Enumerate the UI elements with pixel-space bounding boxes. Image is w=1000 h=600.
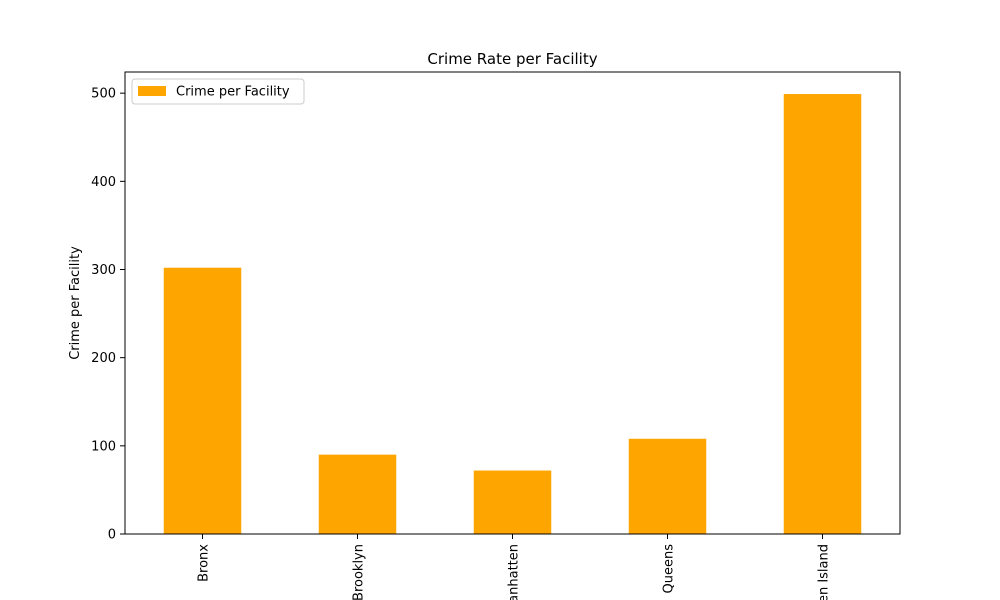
bar-brooklyn bbox=[318, 454, 397, 534]
x-axis-ticks: Bronx Brooklyn Manhatten Queens Staten Islan… bbox=[197, 534, 832, 600]
y-axis-ticks: 0 100 200 300 400 500 bbox=[91, 87, 125, 543]
y-tick-label: 100 bbox=[91, 439, 116, 454]
y-tick-label: 200 bbox=[91, 351, 116, 366]
y-tick-label: 0 bbox=[108, 528, 116, 543]
plot-area-frame bbox=[124, 71, 901, 535]
y-tick-label: 500 bbox=[91, 87, 116, 102]
y-tick-label: 400 bbox=[91, 175, 116, 190]
bar-bronx bbox=[163, 267, 242, 534]
x-tick-label: Brooklyn bbox=[352, 544, 367, 600]
bar-manhatten bbox=[473, 470, 552, 534]
bars-group bbox=[163, 94, 862, 534]
legend-swatch bbox=[138, 86, 166, 96]
legend: Crime per Facility bbox=[131, 78, 305, 105]
bar-queens bbox=[628, 438, 707, 534]
x-tick-label: Bronx bbox=[197, 544, 212, 582]
bar-staten-island bbox=[783, 94, 862, 534]
y-tick-label: 300 bbox=[91, 263, 116, 278]
legend-label: Crime per Facility bbox=[176, 85, 290, 100]
y-axis-label: Crime per Facility bbox=[68, 246, 83, 360]
chart-title: Crime Rate per Facility bbox=[427, 50, 597, 68]
x-tick-label: Manhatten bbox=[507, 544, 522, 600]
x-tick-label: Staten Island bbox=[817, 544, 832, 600]
legend-box bbox=[131, 78, 305, 105]
x-tick-label: Queens bbox=[662, 544, 677, 594]
